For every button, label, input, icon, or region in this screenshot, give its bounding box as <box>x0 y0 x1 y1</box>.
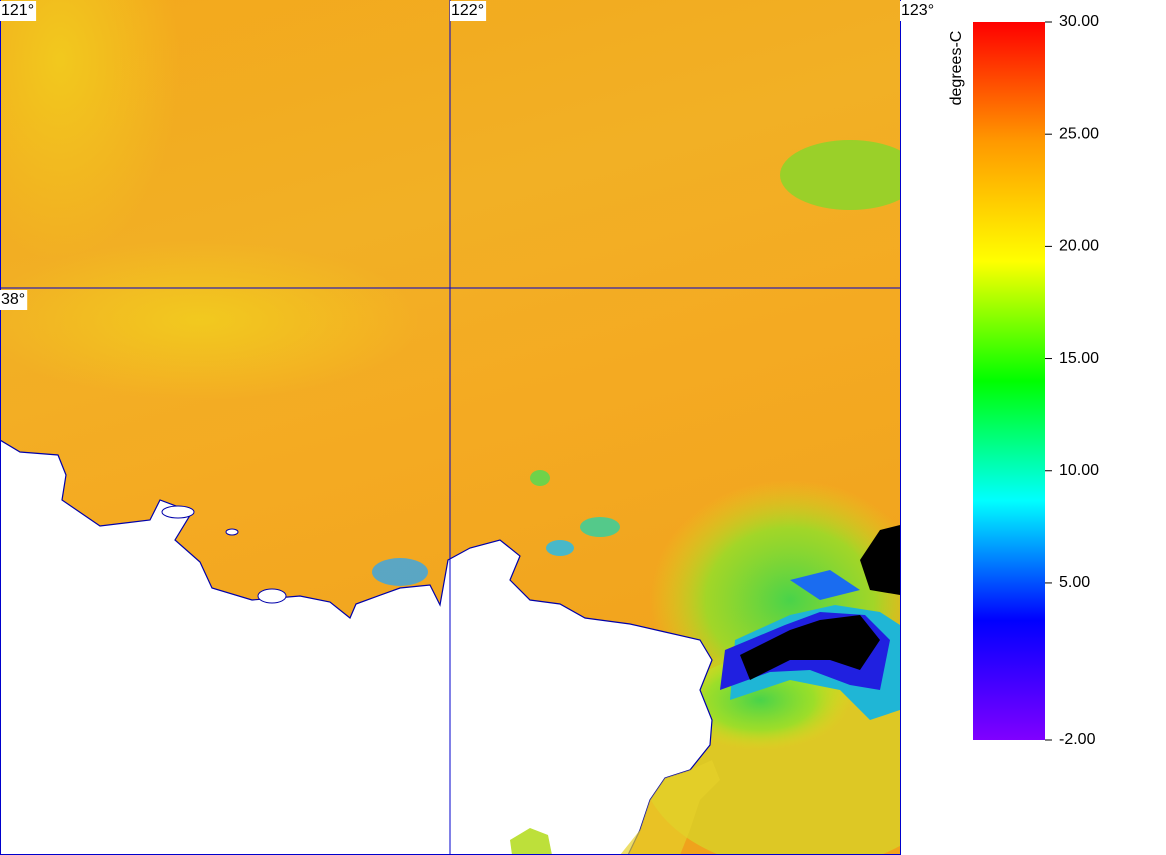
colorbar-tick-label: -2.00 <box>1059 731 1096 748</box>
cold-cloud <box>860 525 900 595</box>
cool-patch <box>546 540 574 556</box>
colorbar-tick-label: 15.00 <box>1059 350 1099 367</box>
cold-cloud <box>740 615 880 680</box>
colorbar-tick-label: 10.00 <box>1059 462 1099 479</box>
warm-patch <box>0 240 420 400</box>
graticule-label: 122° <box>451 2 484 19</box>
label-background <box>0 1 37 21</box>
label-background <box>900 1 937 21</box>
label-background <box>0 290 28 310</box>
graticule-label: 123° <box>901 2 934 19</box>
cool-patch <box>372 558 428 586</box>
graticule-label: 38° <box>1 291 25 308</box>
graticule-label: 121° <box>1 2 34 19</box>
map-area <box>0 0 900 855</box>
colorbar <box>973 22 1045 740</box>
colorbar-tick-label: 5.00 <box>1059 574 1090 591</box>
colorbar-tick-label: 25.00 <box>1059 125 1099 142</box>
cool-patch <box>530 470 550 486</box>
warm-patch <box>0 0 180 260</box>
colorbar-tick-label: 30.00 <box>1059 13 1099 30</box>
cool-patch <box>780 140 900 210</box>
coastal-water <box>620 760 720 855</box>
label-background <box>450 1 487 21</box>
coastal-water <box>510 828 552 855</box>
land <box>0 439 713 855</box>
colorbar-tick-label: 20.00 <box>1059 238 1099 255</box>
colorbar-title: degrees-C <box>948 31 965 106</box>
cold-halo <box>790 570 860 600</box>
cool-patch <box>580 517 620 537</box>
island <box>161 505 195 519</box>
island <box>225 528 239 536</box>
island <box>257 588 287 604</box>
